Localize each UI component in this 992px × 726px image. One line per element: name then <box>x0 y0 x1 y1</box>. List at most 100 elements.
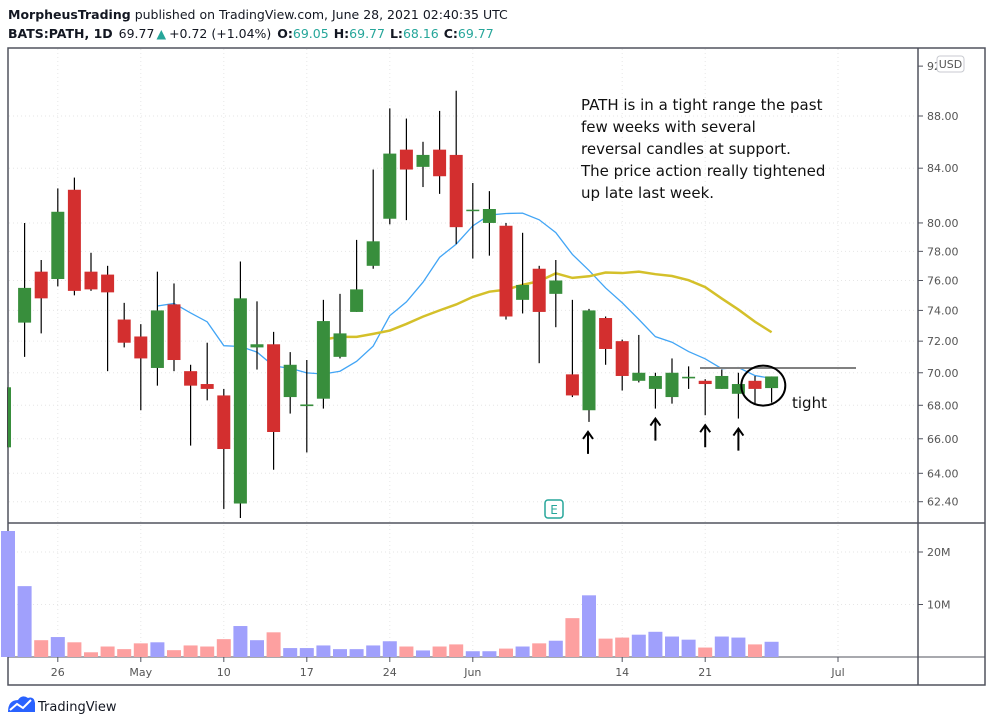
volume-bar <box>499 648 513 657</box>
candle-body <box>599 318 613 349</box>
price-tick-label: 80.00 <box>927 217 959 230</box>
candle-body <box>731 384 745 394</box>
candle <box>51 188 65 287</box>
volume-bar <box>183 645 198 657</box>
tight-circle[interactable] <box>740 364 787 407</box>
candle <box>748 375 762 404</box>
volume-bar <box>150 642 165 657</box>
candle-body <box>582 310 596 411</box>
candle-body <box>134 336 148 359</box>
volume-bar <box>133 643 148 657</box>
price-tick-label: 78.00 <box>927 245 959 258</box>
candle <box>7 387 11 448</box>
candle-body <box>383 153 397 219</box>
candle-body <box>682 376 696 379</box>
annotation-line: PATH is in a tight range the past <box>581 96 823 114</box>
candle-body <box>217 395 231 450</box>
time-axis[interactable]: 26 May 10 17 24 Jun 14 21 Jul <box>51 657 845 679</box>
candle <box>117 302 131 348</box>
price-axis[interactable]: 9288.0084.0080.0078.0076.0074.0072.0070.… <box>918 60 959 612</box>
close-label: C: <box>444 26 458 41</box>
candle <box>233 261 247 519</box>
candle <box>101 265 115 372</box>
candle <box>698 379 712 416</box>
reversal-arrows[interactable] <box>582 416 745 454</box>
volume-bar <box>432 646 447 657</box>
candle-body <box>698 380 712 385</box>
annotation-text[interactable]: PATH is in a tight range the past few wee… <box>580 96 825 202</box>
time-tick-label: May <box>129 666 152 679</box>
volume-bar <box>648 631 663 657</box>
volume-bar <box>50 637 65 657</box>
candle <box>267 331 281 470</box>
price-tick-label: 70.00 <box>927 367 959 380</box>
candle-body <box>549 280 563 294</box>
volume-bar <box>532 643 547 657</box>
candle-body <box>632 372 646 381</box>
candle-body <box>200 384 214 389</box>
earnings-label: E <box>550 503 558 517</box>
volume-bar <box>250 640 264 657</box>
time-tick-label: 17 <box>300 666 314 679</box>
time-tick-label: 14 <box>615 666 629 679</box>
chart-frame <box>7 47 986 686</box>
volume-bar <box>349 649 364 657</box>
time-tick-label: Jul <box>830 666 844 679</box>
currency-badge[interactable]: USD <box>936 55 965 73</box>
candle-body <box>615 341 629 376</box>
candle <box>383 108 397 225</box>
candle-body <box>532 268 546 312</box>
volume-bar <box>283 648 298 657</box>
volume-bar <box>698 647 713 657</box>
close-value: 69.77 <box>458 26 494 41</box>
candle-body <box>748 380 762 389</box>
candle-body <box>117 319 131 343</box>
candle <box>250 301 264 370</box>
grid <box>9 49 917 656</box>
candle <box>449 90 463 245</box>
candle-body <box>399 149 413 170</box>
volume-tick-label: 20M <box>927 546 951 559</box>
candle <box>516 232 530 314</box>
candle-body <box>18 287 32 323</box>
price-change: +0.72 (+1.04%) <box>169 26 271 41</box>
candle-body <box>333 333 347 357</box>
candle-body <box>233 298 247 504</box>
author-name[interactable]: MorpheusTrading <box>8 7 131 22</box>
candle <box>134 324 148 411</box>
volume-bar <box>316 645 331 657</box>
candle <box>532 265 546 364</box>
tight-label[interactable]: tight <box>792 394 827 412</box>
moving-averages <box>157 212 773 379</box>
volume-bar <box>100 646 115 657</box>
candle <box>67 177 81 296</box>
time-tick-label: 24 <box>383 666 397 679</box>
high-value: 69.77 <box>349 26 385 41</box>
volume-bar <box>515 646 530 657</box>
volume-bar <box>714 636 729 657</box>
candle <box>283 352 297 414</box>
up-arrow-icon <box>732 426 745 451</box>
candle <box>632 334 646 383</box>
candle <box>200 342 214 401</box>
candle-body <box>482 208 496 223</box>
tradingview-logo[interactable]: TradingView <box>8 696 117 715</box>
candle <box>731 372 745 419</box>
volume-bar <box>17 586 32 657</box>
publish-line: MorpheusTrading published on TradingView.… <box>8 7 508 22</box>
sma-10-line <box>157 212 772 379</box>
tradingview-logo-icon <box>8 696 35 712</box>
candle <box>615 339 629 391</box>
annotation-line: up late last week. <box>581 184 714 202</box>
earnings-badge[interactable]: E <box>544 499 564 519</box>
price-tick-label: 88.00 <box>927 110 959 123</box>
candle <box>482 191 496 256</box>
candle <box>333 293 347 359</box>
candle <box>416 141 430 188</box>
price-tick-label: 72.00 <box>927 335 959 348</box>
low-label: L: <box>390 26 403 41</box>
candle <box>366 169 380 269</box>
candle <box>599 316 613 365</box>
volume-bar <box>582 595 596 657</box>
